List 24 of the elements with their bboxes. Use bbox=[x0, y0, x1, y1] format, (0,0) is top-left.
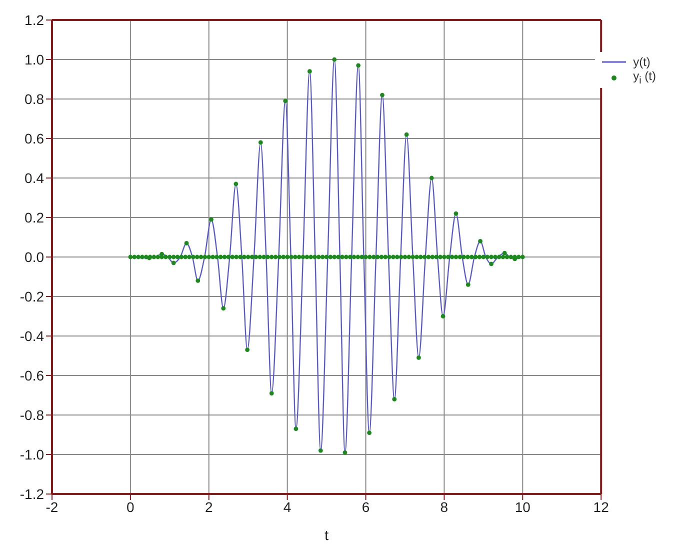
x-tick-label: 10 bbox=[514, 498, 531, 515]
legend-label: y(t) bbox=[633, 55, 650, 69]
x-tick-label: 8 bbox=[440, 498, 448, 515]
x-tick-label: 0 bbox=[126, 498, 135, 515]
x-tick-label: 2 bbox=[204, 498, 213, 515]
x-tick-label: 4 bbox=[283, 498, 292, 515]
y-tick-label: -0.8 bbox=[20, 406, 44, 423]
y-tick-label: -1.2 bbox=[20, 486, 44, 502]
y-tick-label: 0.2 bbox=[24, 209, 44, 226]
y-tick-label: -1.0 bbox=[20, 446, 44, 462]
x-tick-label: -2 bbox=[46, 498, 58, 515]
y-tick-label: -0.2 bbox=[20, 288, 44, 304]
y-tick-label: 1.2 bbox=[24, 12, 44, 28]
y-tick-label: 0.0 bbox=[24, 248, 44, 265]
y-tick-label: 0.4 bbox=[24, 170, 44, 186]
y-tick-label: -0.4 bbox=[20, 328, 44, 344]
y-tick-label: 1.0 bbox=[24, 51, 44, 68]
y-tick-label: -0.6 bbox=[20, 367, 44, 384]
x-tick-label: 6 bbox=[362, 498, 370, 515]
y-tick-label: 0.6 bbox=[24, 130, 44, 146]
legend-label: y$_{i}$ (t) bbox=[633, 69, 656, 87]
y-tick-label: 0.8 bbox=[24, 90, 44, 107]
x-tick-label: 12 bbox=[593, 498, 610, 515]
x-axis-title: t bbox=[324, 527, 329, 543]
